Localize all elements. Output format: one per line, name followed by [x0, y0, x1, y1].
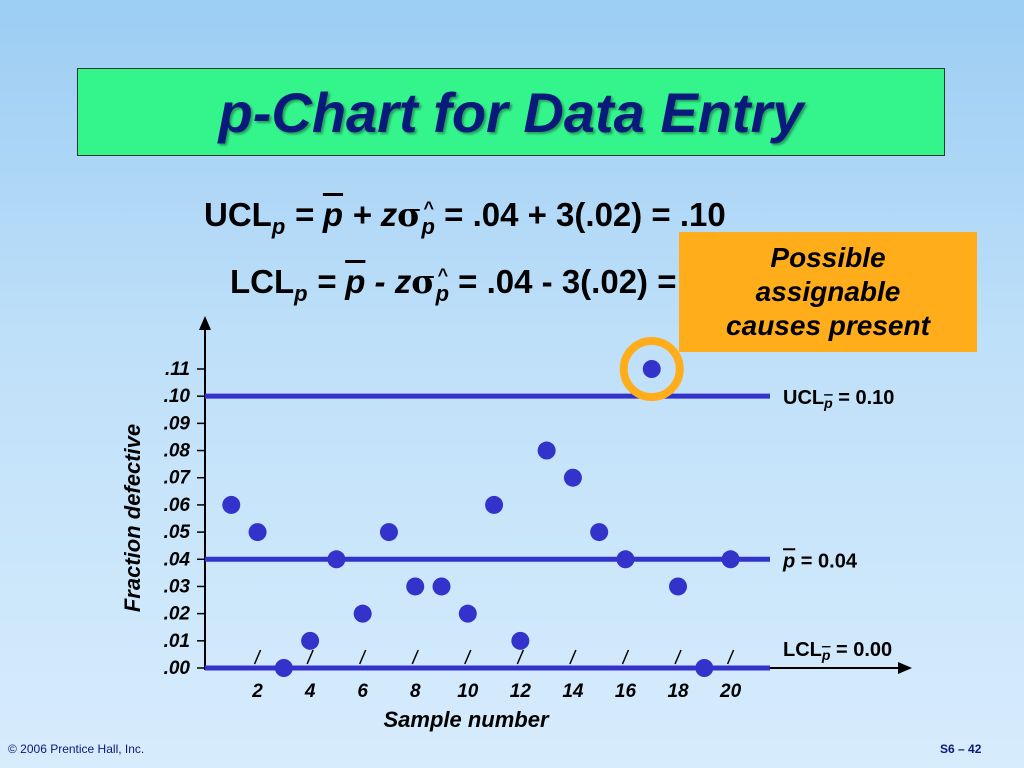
data-point [590, 523, 609, 542]
x-tick-label: 2 [251, 681, 263, 702]
y-tick-label: .11 [165, 359, 190, 380]
title-banner: p-Chart for Data Entry [77, 68, 945, 156]
lcl-formula-name: LCL [230, 263, 295, 300]
slide-title: p-Chart for Data Entry [218, 80, 804, 144]
callout-line-3: causes present [726, 310, 930, 341]
callout-line-1: Possible [770, 242, 886, 273]
y-axis-title: Fraction defective [120, 424, 145, 612]
lcl-line-label: LCLp = 0.00 [783, 639, 892, 663]
copyright-footer: © 2006 Prentice Hall, Inc. [8, 742, 145, 756]
data-point [642, 360, 661, 378]
lcl-formula-sigma: σ [411, 262, 436, 301]
center-line-label: p = 0.04 [782, 550, 858, 572]
lcl-formula-phat: ^ p [435, 265, 450, 306]
slide-number: S6 – 42 [940, 742, 982, 756]
x-tick [306, 649, 314, 665]
lcl-formula-rest: = .04 - 3(.02) = 0 [449, 263, 704, 300]
lcl-formula-eq: = [307, 263, 346, 300]
data-point [511, 631, 530, 650]
x-tick [464, 649, 472, 665]
x-tick-label: 8 [410, 681, 421, 702]
ucl-formula-pbar: p [322, 196, 344, 233]
chart-layer: .00 .01 .02 .03 .04 .05 .06 .07 .08 .09 .10 .11 2 4 6 8… [120, 316, 912, 732]
ucl-formula-z: z [380, 196, 398, 233]
x-tick [621, 649, 630, 665]
ucl-line-label: UCLp = 0.10 [783, 387, 894, 411]
data-point [616, 550, 635, 569]
data-point [222, 495, 241, 514]
lcl-formula: LCLp = p - zσ ^ p = .04 - 3(.02) = 0 [230, 262, 704, 307]
ucl-formula: UCLp = p + zσ ^ p = .04 + 3(.02) = .10 [204, 195, 726, 240]
data-point [669, 577, 688, 596]
y-tick-label: .10 [164, 386, 191, 407]
highlight-ring [619, 337, 684, 401]
x-tick-label: 16 [615, 681, 637, 702]
x-tick-label: 6 [357, 681, 368, 702]
x-axis-title: Sample number [383, 707, 549, 732]
x-tick-label: 14 [562, 681, 584, 702]
y-tick-label: .06 [164, 495, 191, 516]
ucl-formula-sigma: σ [397, 195, 422, 234]
x-tick-label: 12 [510, 681, 532, 702]
x-tick [411, 649, 419, 665]
y-tick-label: .09 [164, 413, 191, 434]
x-axis-arrow [898, 662, 912, 674]
x-tick-label: 4 [304, 681, 316, 702]
ucl-formula-phat: ^ p [421, 198, 435, 239]
data-point [537, 441, 556, 460]
data-point [406, 577, 425, 596]
ucl-formula-sub: p [271, 214, 286, 239]
data-point [248, 523, 267, 542]
y-tick-label: .02 [164, 604, 191, 625]
callout-box: Possible assignable causes present [679, 232, 977, 352]
x-tick-label: 20 [719, 681, 742, 702]
ucl-formula-eq: = [285, 196, 323, 233]
y-tick-label: .01 [164, 631, 190, 652]
callout-line-2: assignable [755, 276, 901, 307]
y-tick-label: .05 [164, 522, 191, 543]
lcl-formula-op: - [365, 263, 395, 300]
lcl-formula-z: z [394, 263, 412, 300]
data-point [274, 659, 293, 677]
data-point [327, 550, 346, 569]
lcl-formula-pbar: p [345, 263, 366, 300]
y-tick-label: .07 [164, 468, 192, 489]
x-tick [253, 649, 262, 665]
x-tick-label: 18 [667, 681, 689, 702]
lcl-formula-sub: p [294, 281, 308, 306]
y-tick-label: .04 [164, 549, 191, 570]
data-point [721, 550, 740, 569]
x-tick [516, 649, 525, 665]
data-point [563, 468, 582, 487]
data-point [353, 604, 372, 623]
data-point [432, 577, 451, 596]
data-point [458, 604, 477, 623]
x-tick-label: 10 [457, 681, 479, 702]
ucl-formula-op: + [343, 196, 381, 233]
ucl-formula-rest: = .04 + 3(.02) = .10 [434, 196, 726, 233]
y-tick-label: .03 [164, 576, 191, 597]
y-axis-arrow [199, 316, 211, 330]
y-tick-label: .00 [164, 658, 191, 679]
x-tick [726, 649, 735, 665]
data-point [485, 495, 504, 514]
data-point [695, 659, 714, 677]
data-point [301, 631, 320, 650]
x-tick [569, 649, 577, 665]
data-point [379, 523, 398, 542]
x-tick [358, 649, 367, 665]
ucl-formula-name: UCL [204, 196, 272, 233]
y-tick-label: .08 [164, 441, 191, 462]
x-tick [674, 649, 682, 665]
